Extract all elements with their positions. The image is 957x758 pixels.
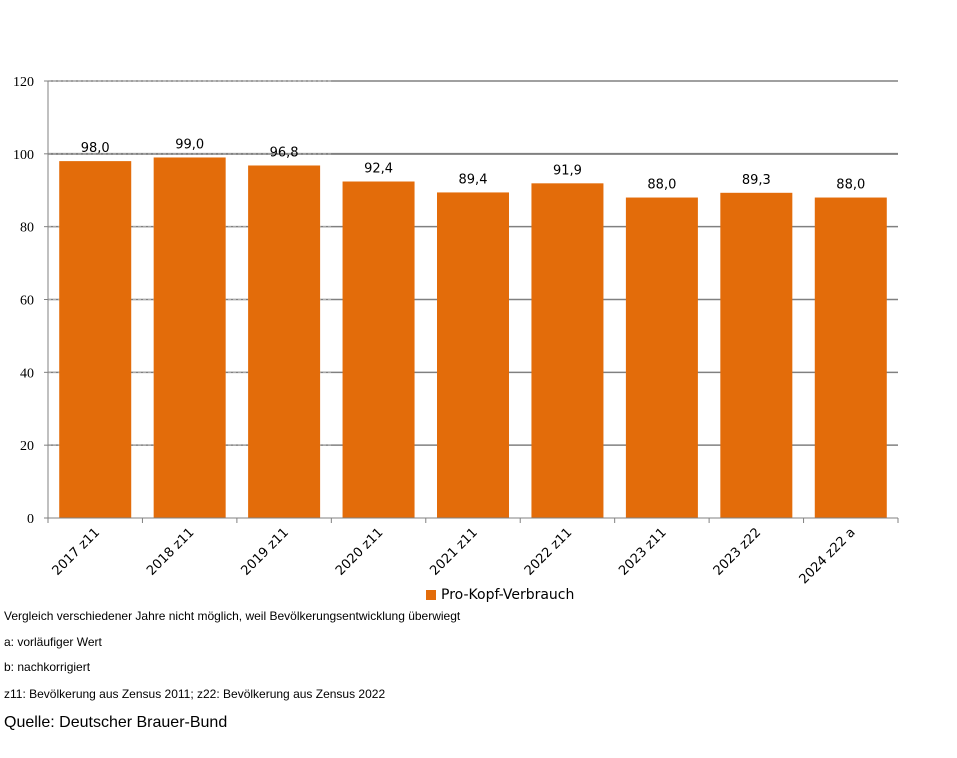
data-label-8: 88,0 — [836, 178, 865, 193]
y-tick-label-4: 80 — [20, 221, 34, 236]
data-label-5: 91,9 — [553, 163, 582, 178]
y-tick-label-3: 60 — [20, 294, 34, 309]
legend-label: Pro-Kopf-Verbrauch — [441, 587, 575, 603]
bars — [59, 157, 887, 519]
bar-8 — [814, 197, 887, 519]
y-tick-label-1: 20 — [20, 439, 34, 454]
data-label-0: 98,0 — [81, 141, 110, 156]
x-tick-label-5: 2022 z11 — [522, 525, 575, 578]
bar-2 — [248, 165, 321, 518]
bar-6 — [625, 197, 698, 519]
y-tick-label-6: 120 — [13, 75, 34, 90]
bar-4 — [437, 192, 509, 518]
y-tick-label-2: 40 — [20, 366, 34, 381]
axes — [44, 80, 899, 523]
data-label-6: 88,0 — [647, 178, 676, 193]
data-label-3: 92,4 — [364, 162, 393, 177]
source-note: Quelle: Deutscher Brauer-Bund — [4, 714, 228, 731]
x-tick-label-6: 2023 z11 — [616, 525, 669, 578]
legend: Pro-Kopf-Verbrauch — [426, 587, 574, 603]
x-tick-label-7: 2023 z22 — [711, 525, 764, 578]
x-tick-labels: 2017 z11 2018 z11 2019 z11 2020 z11 2021 z11… — [50, 525, 859, 587]
x-tick-label-2: 2019 z11 — [238, 525, 291, 578]
x-tick-label-8: 2024 z22 a — [797, 525, 859, 587]
x-tick-label-4: 2021 z11 — [427, 525, 480, 578]
data-label-2: 96,8 — [270, 145, 299, 160]
bar-3 — [342, 181, 415, 518]
data-labels: 98,0 99,0 96,8 92,4 89,4 91,9 88,0 89,3 88,0 — [81, 137, 866, 192]
bar-5 — [531, 183, 604, 519]
footnote-zensus: z11: Bevölkerung aus Zensus 2011; z22: B… — [4, 687, 386, 701]
footnote-b: b: nachkorrigiert — [4, 660, 91, 674]
bar-1 — [153, 157, 226, 518]
data-label-7: 89,3 — [742, 173, 771, 188]
footnote-comparison: Vergleich verschiedener Jahre nicht mögl… — [4, 609, 461, 623]
x-tick-label-0: 2017 z11 — [50, 525, 103, 578]
data-label-4: 89,4 — [459, 172, 488, 187]
footnote-a: a: vorläufiger Wert — [4, 635, 102, 649]
bar-chart: 0 20 40 60 80 100 120 2017 z11 2018 z11 2019 z11… — [13, 75, 899, 587]
legend-swatch — [426, 590, 436, 600]
bar-7 — [720, 192, 793, 518]
y-tick-label-0: 0 — [27, 512, 34, 527]
y-tick-labels: 0 20 40 60 80 100 120 — [13, 75, 34, 527]
x-tick-label-1: 2018 z11 — [144, 525, 197, 578]
data-label-1: 99,0 — [175, 137, 204, 152]
bar-0 — [59, 161, 132, 518]
y-tick-label-5: 100 — [13, 148, 34, 163]
x-tick-label-3: 2020 z11 — [333, 525, 386, 578]
